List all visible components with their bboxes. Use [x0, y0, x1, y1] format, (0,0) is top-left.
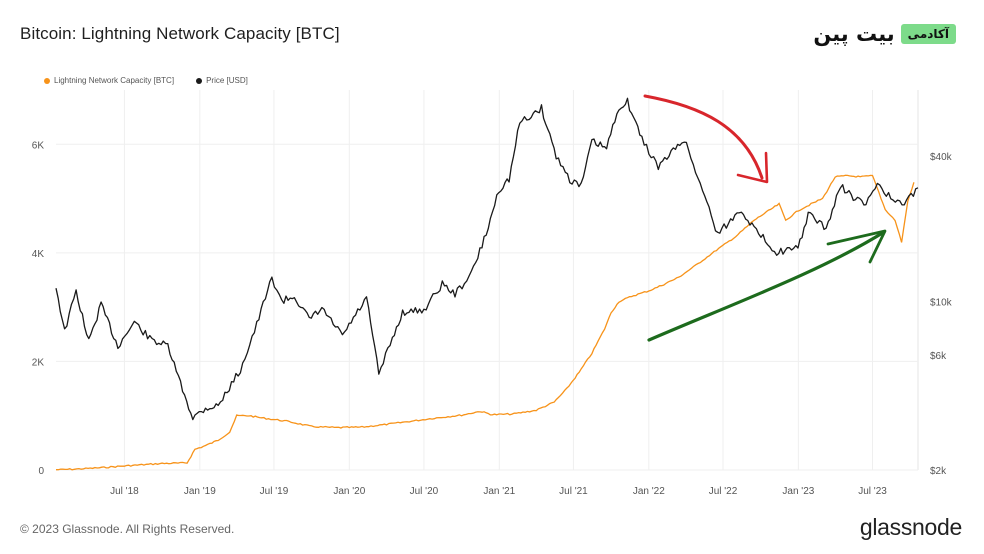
x-tick-label: Jul '22	[709, 486, 738, 497]
page-title: Bitcoin: Lightning Network Capacity [BTC…	[20, 24, 340, 43]
x-tick-label: Jul '21	[559, 486, 588, 497]
red-arrow-head	[736, 151, 769, 184]
brand-badge: آکادمی	[900, 24, 956, 44]
legend-item-capacity[interactable]: Lightning Network Capacity [BTC]	[44, 76, 174, 85]
green-arrow-head	[826, 229, 887, 264]
chart-grid	[56, 90, 919, 471]
red-arrow-shaft	[643, 94, 764, 180]
x-tick-label: Jul '20	[410, 486, 439, 497]
x-tick-label: Jul '19	[260, 486, 289, 497]
price-series-line	[55, 97, 919, 421]
green-arrow-shaft	[647, 230, 886, 342]
y-left-tick-label: 2K	[32, 357, 45, 368]
y-left-tick-label: 4K	[32, 249, 45, 260]
brand-name: بیت پین	[813, 22, 895, 46]
chart-legend: Lightning Network Capacity [BTC] Price […	[44, 76, 248, 85]
glassnode-logo: glassnode	[859, 514, 962, 540]
chart-lines	[55, 97, 919, 471]
chart-ticks: Jul '18 Jan '19 Jul '19 Jan '20 Jul '20 Jan '…	[32, 140, 953, 497]
x-tick-label: Jan '22	[633, 486, 665, 497]
x-tick-label: Jan '21	[483, 486, 515, 497]
x-tick-label: Jul '18	[110, 486, 139, 497]
y-left-tick-label: 0	[38, 466, 44, 477]
capacity-series-line	[56, 174, 915, 471]
legend-dot-price	[196, 77, 203, 84]
y-right-tick-label: $2k	[930, 466, 947, 477]
legend-item-price[interactable]: Price [USD]	[196, 76, 248, 85]
legend-label-price: Price [USD]	[206, 76, 248, 85]
legend-label-capacity: Lightning Network Capacity [BTC]	[54, 76, 175, 85]
x-tick-label: Jan '20	[333, 486, 365, 497]
x-tick-label: Jul '23	[858, 486, 887, 497]
chart-annotations	[643, 94, 887, 342]
y-right-tick-label: $10k	[930, 297, 953, 308]
legend-dot-capacity	[44, 77, 50, 84]
copyright-text: © 2023 Glassnode. All Rights Reserved.	[20, 522, 235, 536]
x-tick-label: Jan '23	[782, 486, 814, 497]
y-left-tick-label: 6K	[32, 140, 45, 151]
y-right-tick-label: $40k	[930, 152, 953, 163]
x-tick-label: Jan '19	[184, 486, 216, 497]
y-right-tick-label: $6k	[930, 351, 947, 362]
brand-logo: بیت پین آکادمی	[813, 22, 956, 46]
